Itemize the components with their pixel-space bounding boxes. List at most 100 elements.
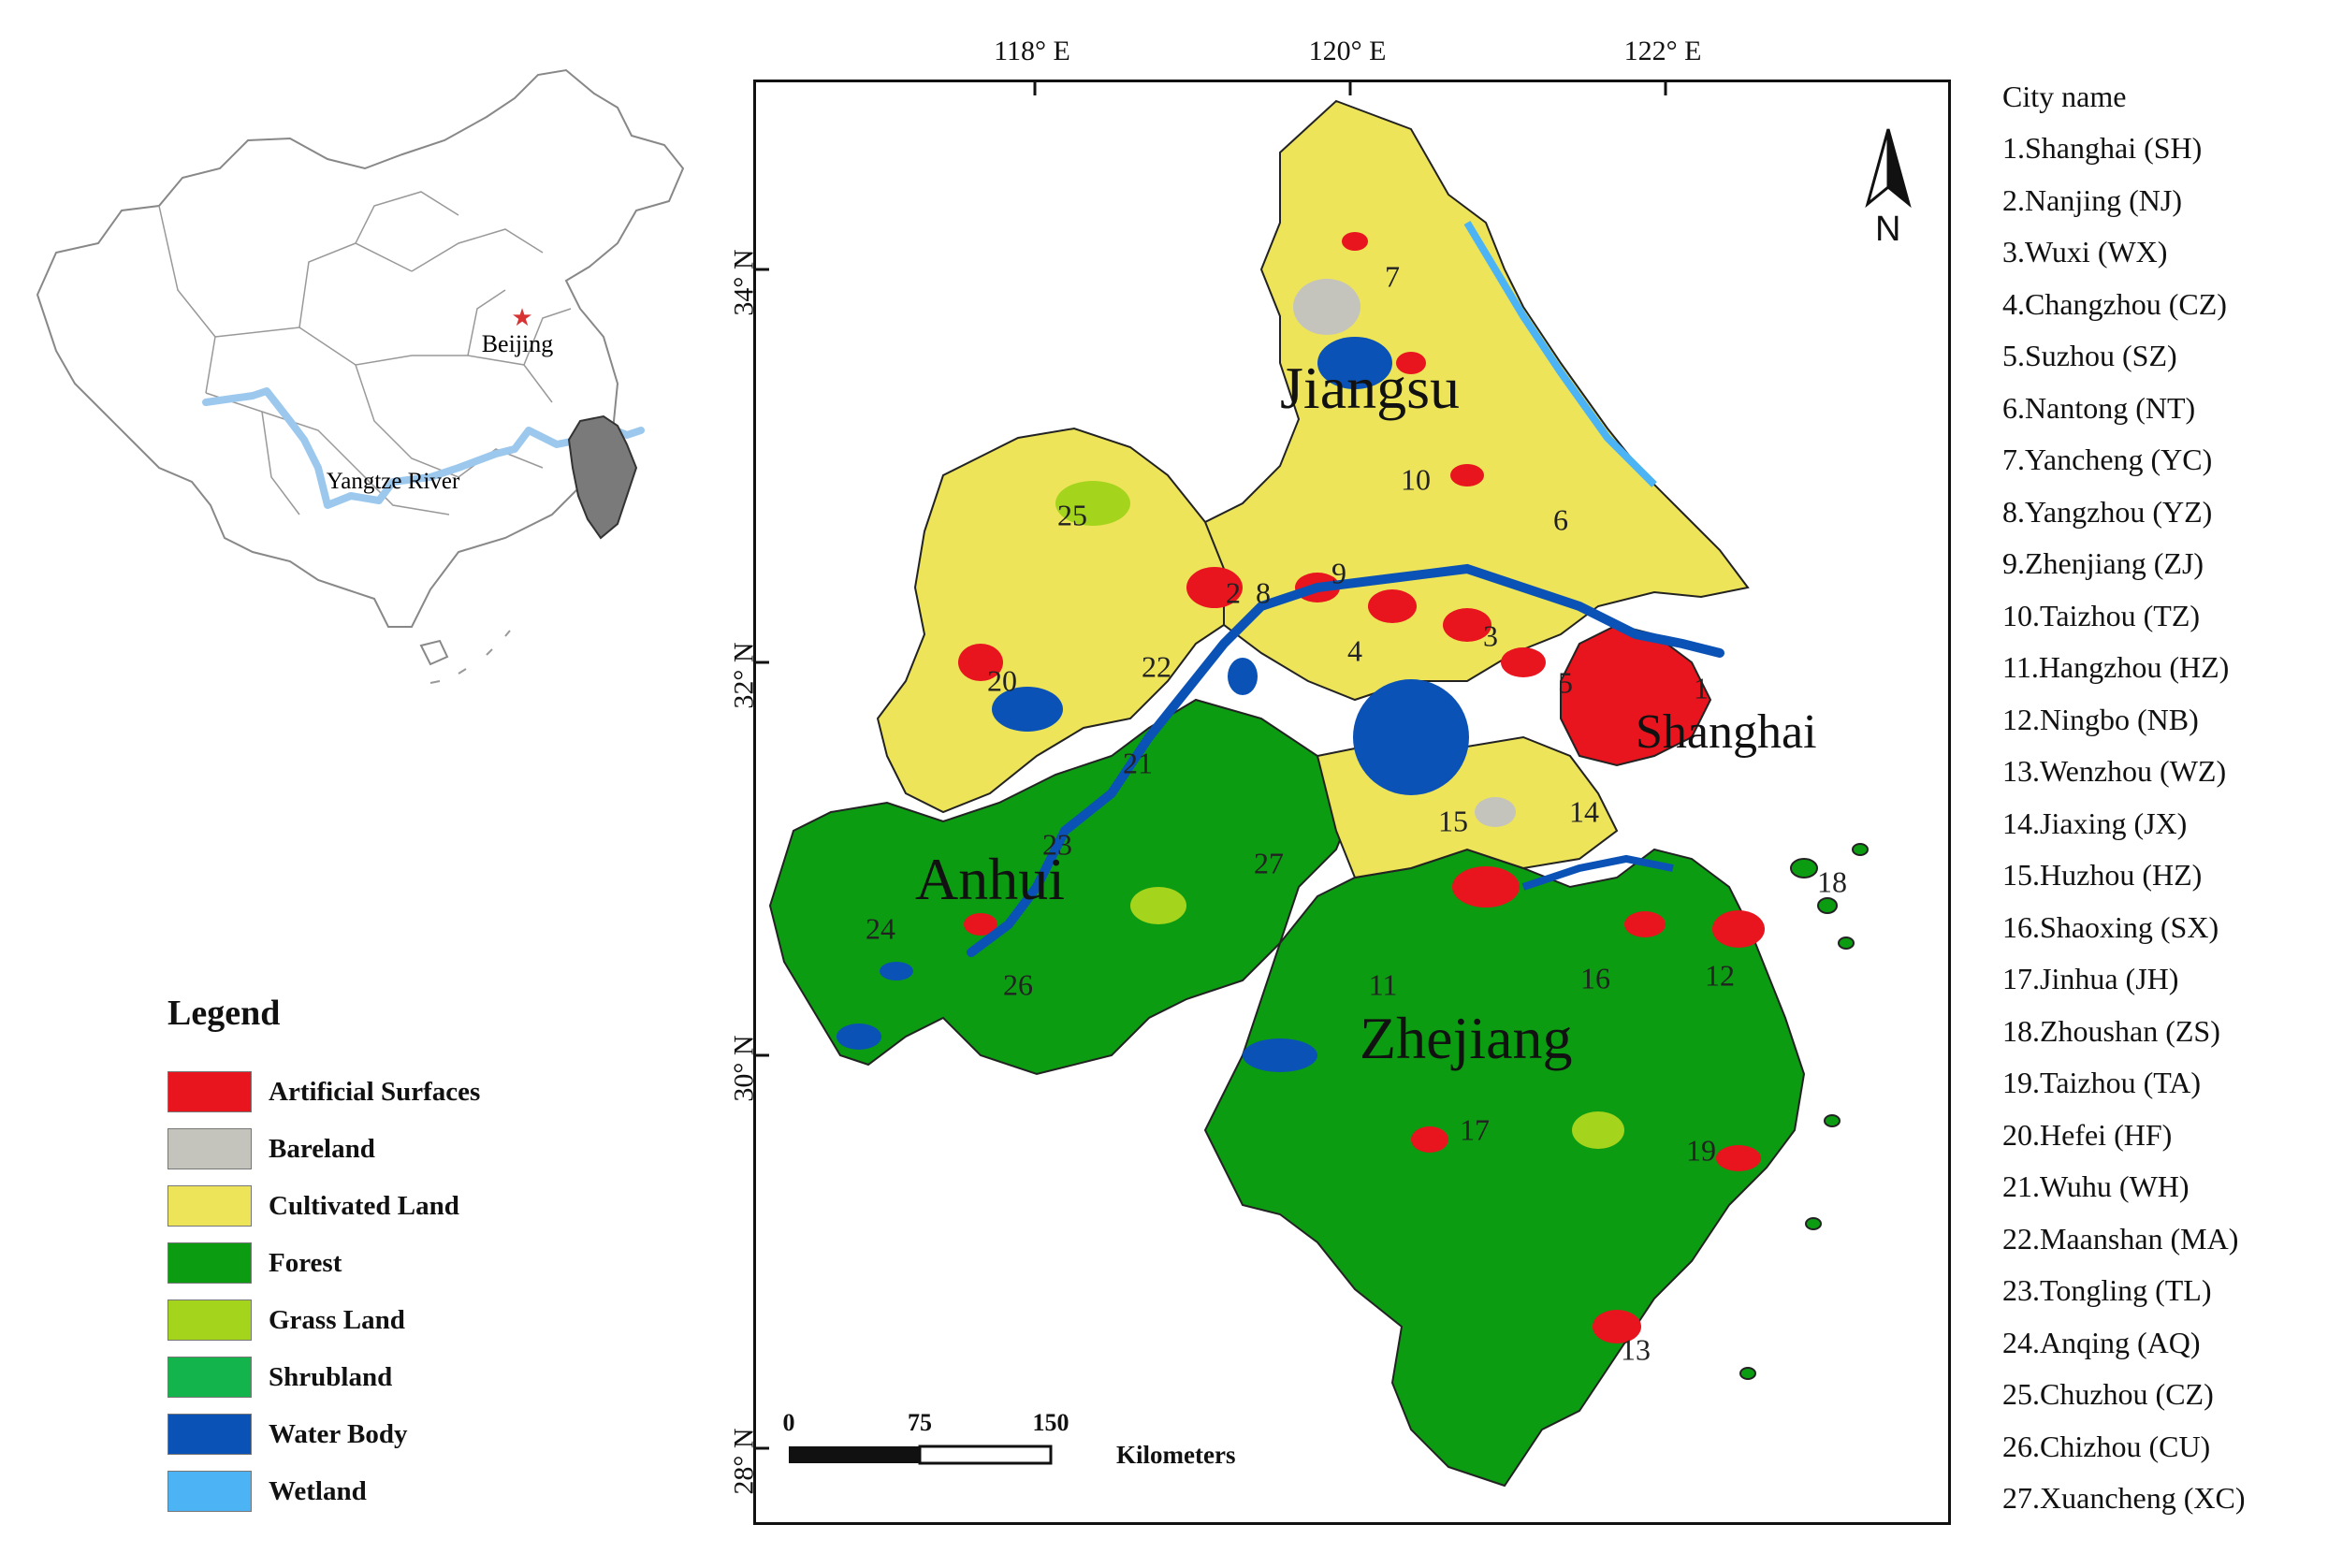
province-label-zhejiang: Zhejiang bbox=[1360, 1005, 1573, 1071]
city-number-3: 3 bbox=[1483, 618, 1498, 653]
legend-label: Wetland bbox=[269, 1475, 367, 1506]
city-number-13: 13 bbox=[1621, 1332, 1651, 1367]
city-list-item: 2.Nanjing (NJ) bbox=[2002, 182, 2182, 217]
city-name-list: City name 1.Shanghai (SH) 2.Nanjing (NJ)… bbox=[2002, 70, 2321, 1525]
city-number-4: 4 bbox=[1347, 633, 1362, 668]
city-number-14: 14 bbox=[1569, 794, 1599, 829]
legend-label: Artificial Surfaces bbox=[269, 1076, 481, 1107]
grid-ticks bbox=[756, 82, 1667, 1450]
legend-title: Legend bbox=[167, 994, 281, 1033]
city-list-item: 1.Shanghai (SH) bbox=[2002, 131, 2203, 165]
legend-item-forest: Forest bbox=[167, 1242, 342, 1284]
legend-swatch bbox=[167, 1357, 252, 1398]
north-arrow-icon bbox=[1865, 128, 1912, 209]
legend-swatch bbox=[167, 1242, 252, 1284]
china-outline bbox=[36, 68, 685, 628]
city-number-27: 27 bbox=[1254, 846, 1284, 880]
city-number-17: 17 bbox=[1460, 1112, 1490, 1147]
city-list-item: 19.Taizhou (TA) bbox=[2002, 1066, 2202, 1099]
inset-map-china: ★ Beijing Yangtze River bbox=[19, 28, 692, 702]
city-number-18: 18 bbox=[1817, 864, 1847, 899]
city-list-item: 3.Wuxi (WX) bbox=[2002, 235, 2168, 269]
legend-swatch bbox=[167, 1414, 252, 1455]
capital-label: Beijing bbox=[482, 330, 554, 357]
city-list-item: 25.Chuzhou (CZ) bbox=[2002, 1377, 2214, 1411]
city-list-item: 27.Xuancheng (XC) bbox=[2002, 1481, 2246, 1515]
grassland-patches bbox=[1055, 481, 1624, 1149]
city-number-16: 16 bbox=[1580, 961, 1610, 995]
city-list-item: 8.Yangzhou (YZ) bbox=[2002, 494, 2213, 529]
river-label: Yangtze River bbox=[327, 469, 460, 494]
city-number-24: 24 bbox=[866, 911, 895, 946]
inset-map-svg: ★ Beijing Yangtze River bbox=[36, 68, 685, 684]
city-number-10: 10 bbox=[1401, 462, 1431, 497]
city-number-26: 26 bbox=[1003, 967, 1033, 1002]
legend-label: Shrubland bbox=[269, 1361, 393, 1392]
legend-label: Cultivated Land bbox=[269, 1190, 459, 1221]
city-list-item: 7.Yancheng (YC) bbox=[2002, 443, 2213, 476]
legend-swatch bbox=[167, 1071, 252, 1112]
offshore-islands bbox=[1739, 843, 1869, 1380]
city-list-item: 23.Tongling (TL) bbox=[2002, 1273, 2212, 1307]
city-list-item: 10.Taizhou (TZ) bbox=[2002, 598, 2201, 632]
city-number-6: 6 bbox=[1553, 502, 1568, 537]
city-number-8: 8 bbox=[1256, 575, 1271, 610]
city-list-item: 16.Shaoxing (SX) bbox=[2002, 909, 2219, 944]
north-arrow-letter: N bbox=[1875, 210, 1901, 249]
scale-tick-75: 75 bbox=[908, 1409, 932, 1436]
city-list-item: 21.Wuhu (WH) bbox=[2002, 1169, 2190, 1203]
longitude-label-120: 120° E bbox=[1308, 36, 1387, 66]
city-number-1: 1 bbox=[1694, 671, 1709, 705]
city-list-item: 5.Suzhou (SZ) bbox=[2002, 339, 2177, 372]
region-anhui-south bbox=[768, 698, 1357, 1076]
coastal-wetland bbox=[1463, 220, 1657, 487]
legend-item-shrubland: Shrubland bbox=[167, 1357, 392, 1398]
province-label-shanghai: Shanghai bbox=[1636, 705, 1817, 759]
city-number-22: 22 bbox=[1142, 649, 1171, 684]
legend-label: Grass Land bbox=[269, 1304, 405, 1335]
bareland-patches bbox=[1293, 279, 1516, 827]
capital-star-icon: ★ bbox=[511, 304, 532, 331]
city-list-item: 24.Anqing (AQ) bbox=[2002, 1325, 2201, 1359]
city-number-21: 21 bbox=[1123, 746, 1153, 780]
legend-swatch bbox=[167, 1471, 252, 1512]
province-label-anhui: Anhui bbox=[915, 846, 1065, 912]
region-jiangsu bbox=[1166, 99, 1750, 702]
city-number-2: 2 bbox=[1226, 575, 1241, 610]
city-list-item: 4.Changzhou (CZ) bbox=[2002, 286, 2227, 321]
city-list-item: 17.Jinhua (JH) bbox=[2002, 962, 2179, 995]
legend-item-cultivated-land: Cultivated Land bbox=[167, 1185, 459, 1227]
region-anhui-north bbox=[876, 427, 1225, 814]
city-number-12: 12 bbox=[1705, 958, 1735, 993]
hainan-outline bbox=[419, 639, 449, 666]
city-list-item: 22.Maanshan (MA) bbox=[2002, 1221, 2239, 1256]
city-list-item: 14.Jiaxing (JX) bbox=[2002, 806, 2188, 840]
legend-swatch bbox=[167, 1185, 252, 1227]
city-number-5: 5 bbox=[1558, 665, 1573, 700]
city-list-item: 18.Zhoushan (ZS) bbox=[2002, 1013, 2220, 1048]
city-list-item: 20.Hefei (HF) bbox=[2002, 1117, 2173, 1152]
region-zhejiang bbox=[1203, 848, 1806, 1488]
legend-item-artificial-surfaces: Artificial Surfaces bbox=[167, 1071, 480, 1112]
legend-item-bareland: Bareland bbox=[167, 1128, 375, 1169]
city-number-20: 20 bbox=[987, 663, 1017, 698]
scale-bar bbox=[789, 1445, 1053, 1465]
city-list-item: 26.Chizhou (CU) bbox=[2002, 1429, 2211, 1463]
legend-item-water-body: Water Body bbox=[167, 1414, 408, 1455]
legend-label: Water Body bbox=[269, 1418, 408, 1449]
scale-unit-label: Kilometers bbox=[1116, 1441, 1236, 1469]
longitude-label-118: 118° E bbox=[994, 36, 1070, 66]
city-list-header: City name bbox=[2002, 80, 2127, 113]
city-number-7: 7 bbox=[1385, 259, 1400, 294]
water-body-patches bbox=[837, 337, 1469, 1072]
yangtze-river-channel bbox=[967, 563, 1724, 957]
legend-label: Forest bbox=[269, 1247, 342, 1278]
city-list-item: 11.Hangzhou (HZ) bbox=[2002, 650, 2230, 684]
province-label-jiangsu: Jiangsu bbox=[1280, 355, 1460, 421]
city-number-15: 15 bbox=[1438, 804, 1468, 838]
city-list-item: 9.Zhenjiang (ZJ) bbox=[2002, 546, 2204, 580]
land-cover-map-svg bbox=[756, 82, 1912, 1488]
city-list-item: 6.Nantong (NT) bbox=[2002, 390, 2196, 425]
legend-swatch bbox=[167, 1128, 252, 1169]
legend-item-grass-land: Grass Land bbox=[167, 1299, 405, 1341]
